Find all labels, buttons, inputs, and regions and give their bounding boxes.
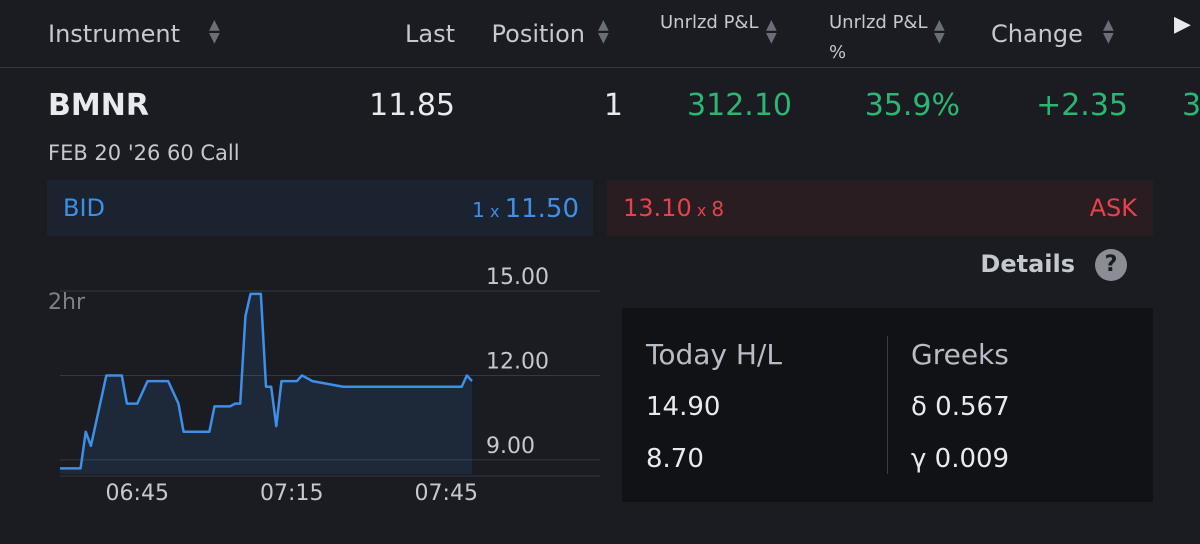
details-link[interactable]: Details (980, 250, 1075, 278)
sort-icon[interactable]: ▲ ▼ (1103, 17, 1114, 46)
hl-label: Today H/L (646, 338, 782, 371)
column-header[interactable]: Position (491, 20, 585, 48)
description: FEB 20 '26 60 Call (48, 141, 240, 165)
gamma: γ 0.009 (911, 444, 1010, 474)
scroll-right[interactable]: ▶ (1174, 12, 1191, 37)
bid-x: x (490, 202, 500, 221)
sort-icon[interactable]: ▲ ▼ (598, 17, 609, 46)
ask-price: 13.10 (623, 194, 692, 222)
change: +2.35 (1036, 88, 1128, 123)
separator (887, 336, 888, 474)
x-tick-label: 07:45 (415, 481, 478, 506)
position: 1 (603, 88, 623, 123)
column-header[interactable]: Unrlzd P&L % (829, 12, 928, 63)
ask-size: 8 (711, 197, 725, 221)
next-column: 3 (1182, 88, 1200, 123)
bid-box[interactable]: BID 1 x 11.50 (47, 180, 593, 236)
column-header[interactable]: Last (405, 20, 455, 48)
divider (0, 67, 1200, 68)
stats-box: Today H/L 14.90 8.70 Greeks δ 0.567 γ 0.… (622, 308, 1153, 502)
bid-price: 11.50 (504, 194, 579, 224)
column-header[interactable]: Instrument (48, 20, 181, 48)
y-tick-label: 12.00 (486, 349, 549, 374)
ask-x: x (696, 201, 707, 220)
sort-icon[interactable]: ▲ ▼ (209, 17, 220, 46)
greeks-label: Greeks (911, 338, 1009, 371)
sort-icon[interactable]: ▲ ▼ (766, 17, 777, 46)
pnl: 312.10 (687, 88, 792, 123)
pnl-pct: 35.9% (864, 88, 960, 123)
bid-size: 1 (472, 198, 485, 222)
ask-label: ASK (1089, 194, 1137, 222)
sort-icon[interactable]: ▲ ▼ (934, 17, 945, 46)
column-header[interactable]: Change (991, 20, 1083, 48)
period-label[interactable]: 2hr (48, 290, 86, 315)
price-chart: 2hr 9.00 12.00 15.00 06:45 07:15 07:45 (48, 265, 600, 506)
area (60, 293, 472, 474)
ask-box[interactable]: 13.10 x 8 ASK (607, 180, 1153, 236)
last: 11.85 (369, 88, 455, 123)
delta: δ 0.567 (911, 392, 1010, 422)
high: 14.90 (646, 392, 721, 422)
price-line (60, 292, 473, 470)
low: 8.70 (646, 444, 704, 474)
y-tick-label: 9.00 (486, 434, 535, 459)
column-header[interactable]: Unrlzd P&L (660, 12, 759, 33)
y-tick-label: 15.00 (486, 265, 549, 290)
bid-label: BID (63, 194, 106, 222)
x-tick-label: 06:45 (106, 481, 169, 506)
x-tick-label: 07:15 (260, 481, 323, 506)
symbol[interactable]: BMNR (48, 88, 149, 123)
help-icon[interactable]: ? (1095, 249, 1127, 281)
